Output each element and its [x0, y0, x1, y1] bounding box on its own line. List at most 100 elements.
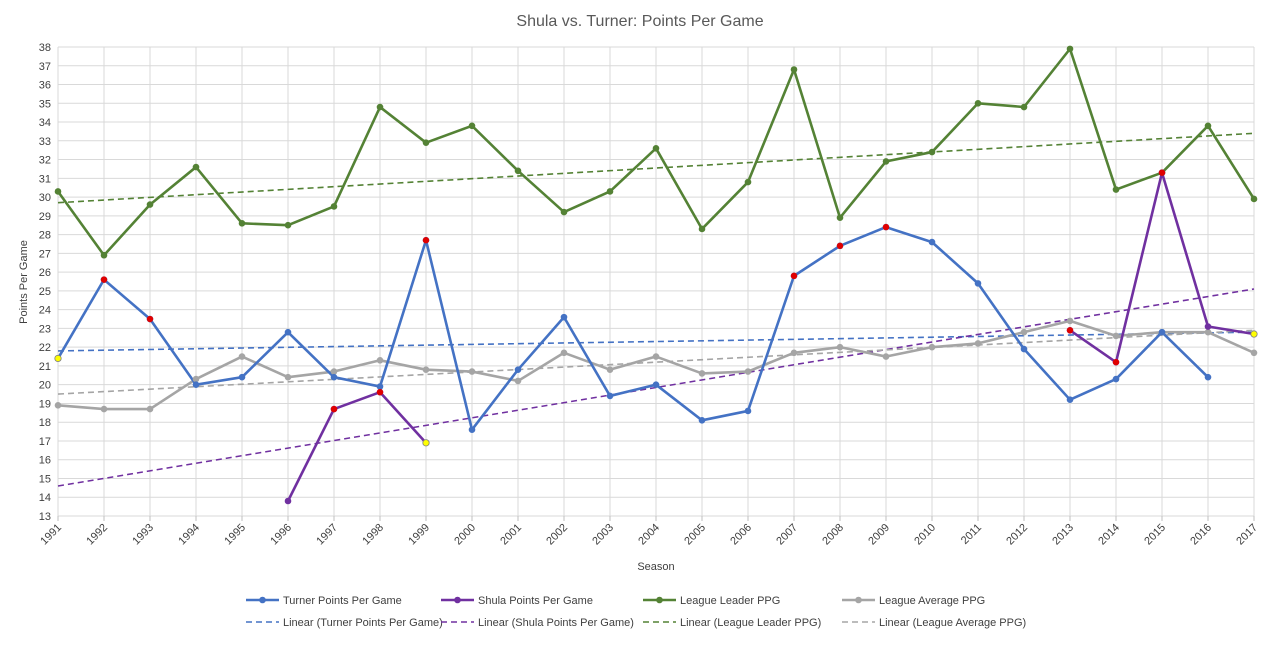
data-point	[146, 201, 154, 208]
data-point	[514, 377, 522, 385]
legend-item: League Leader PPG	[643, 595, 780, 607]
data-point	[744, 178, 752, 186]
data-point	[1204, 328, 1212, 336]
x-tick-label: 1996	[268, 522, 294, 548]
data-point	[744, 407, 752, 415]
highlight-point	[54, 354, 62, 363]
data-point	[1066, 396, 1074, 403]
data-point	[1112, 186, 1120, 193]
y-tick-label: 13	[39, 511, 51, 523]
data-point	[376, 103, 384, 111]
legend-item: Linear (Turner Points Per Game)	[246, 617, 443, 629]
y-axis-title: Points Per Game	[18, 240, 30, 324]
y-tick-label: 18	[39, 417, 51, 429]
legend-label: League Average PPG	[879, 595, 985, 607]
highlight-point	[790, 272, 798, 280]
data-point	[1020, 103, 1028, 111]
data-point	[422, 366, 430, 373]
x-tick-label: 2002	[544, 522, 570, 548]
y-tick-label: 35	[39, 98, 51, 110]
x-tick-label: 2001	[498, 522, 524, 548]
legend-item: Linear (Shula Points Per Game)	[441, 617, 634, 629]
y-tick-label: 26	[39, 267, 51, 279]
data-point	[698, 370, 706, 377]
data-point	[238, 353, 246, 360]
y-tick-label: 28	[39, 230, 51, 242]
x-tick-label: 1998	[360, 522, 386, 548]
y-tick-label: 33	[39, 136, 51, 148]
data-point	[514, 167, 522, 175]
data-point	[1066, 317, 1074, 325]
data-point	[1204, 122, 1212, 130]
data-point	[1158, 328, 1166, 336]
data-point	[1204, 373, 1212, 381]
highlight-point	[422, 439, 430, 447]
x-tick-label: 1994	[176, 522, 202, 548]
data-point	[192, 381, 200, 388]
data-point	[606, 366, 614, 373]
legend: Turner Points Per Game Shula Points Per G…	[246, 595, 1026, 629]
data-point	[836, 343, 844, 351]
data-point	[790, 349, 798, 357]
highlight-point	[1112, 358, 1120, 366]
data-point	[284, 221, 292, 229]
trendlines	[57, 132, 1255, 487]
x-tick-label: 2013	[1050, 522, 1076, 548]
x-tick-label: 2007	[774, 522, 800, 548]
data-point	[606, 188, 614, 195]
legend-label: Turner Points Per Game	[283, 595, 402, 607]
x-tick-label: 2000	[452, 522, 478, 548]
x-tick-label: 1995	[222, 522, 248, 548]
data-point	[238, 220, 246, 227]
y-tick-label: 23	[39, 323, 51, 335]
highlight-point	[376, 388, 384, 396]
y-tick-label: 16	[39, 455, 51, 467]
x-tick-label: 2008	[820, 522, 846, 548]
data-point	[928, 343, 936, 351]
y-tick-label: 34	[39, 117, 51, 129]
trendline	[57, 288, 1255, 487]
data-point	[376, 356, 384, 364]
data-point	[882, 353, 890, 360]
axes: 13 14 15 16 17 18 19 20 21 22 23 24 25 26 27 28 29 30 31 32…	[38, 42, 1260, 547]
legend-item: Turner Points Per Game	[246, 595, 402, 607]
data-point	[928, 148, 936, 156]
legend-label: Shula Points Per Game	[478, 595, 593, 607]
data-point	[330, 373, 338, 381]
series-line	[56, 225, 1209, 432]
highlight-point	[1250, 330, 1258, 338]
highlight-point	[330, 405, 338, 413]
y-tick-label: 36	[39, 80, 51, 92]
x-tick-label: 1991	[38, 522, 64, 548]
x-tick-label: 2006	[728, 522, 754, 548]
legend-marker	[656, 596, 663, 604]
x-tick-label: 2011	[959, 522, 984, 547]
data-point	[54, 188, 62, 195]
highlight-point	[146, 315, 154, 323]
chart-title: Shula vs. Turner: Points Per Game	[516, 13, 763, 30]
x-tick-label: 2017	[1234, 522, 1260, 548]
y-tick-label: 24	[39, 305, 51, 317]
legend-item: League Average PPG	[842, 595, 985, 607]
highlight-point	[1158, 169, 1166, 176]
x-tick-label: 1997	[314, 522, 340, 548]
data-point	[100, 251, 108, 259]
series-line	[286, 390, 427, 502]
y-tick-label: 14	[39, 492, 51, 504]
data-point	[422, 139, 430, 146]
legend-label: Linear (League Average PPG)	[879, 617, 1026, 629]
legend-marker	[454, 596, 461, 604]
legend-marker	[259, 596, 266, 604]
legend-marker	[855, 596, 862, 604]
data-point	[330, 368, 338, 375]
data-point	[1020, 345, 1028, 353]
data-point	[330, 203, 338, 210]
y-tick-label: 32	[39, 155, 51, 167]
highlight-point	[836, 242, 844, 250]
x-tick-label: 2005	[682, 522, 708, 548]
data-point	[468, 122, 476, 130]
data-point	[652, 145, 660, 152]
data-point	[146, 405, 154, 413]
data-point	[284, 497, 292, 505]
x-tick-label: 2003	[590, 522, 616, 548]
